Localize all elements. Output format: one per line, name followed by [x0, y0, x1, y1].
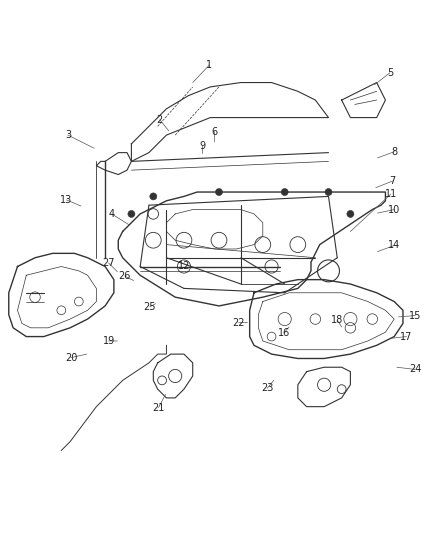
Text: 15: 15: [409, 311, 421, 320]
Text: 19: 19: [102, 336, 115, 346]
Circle shape: [128, 211, 135, 217]
Text: 21: 21: [152, 402, 165, 413]
Text: 27: 27: [102, 258, 115, 268]
Text: 17: 17: [400, 332, 413, 342]
Text: 1: 1: [206, 60, 212, 70]
Text: 26: 26: [119, 271, 131, 281]
Text: 18: 18: [331, 315, 343, 325]
Text: 11: 11: [385, 189, 397, 199]
Text: 2: 2: [157, 115, 163, 125]
Text: 16: 16: [278, 328, 290, 338]
Text: 23: 23: [261, 383, 273, 393]
Circle shape: [150, 193, 157, 200]
Text: 24: 24: [409, 365, 421, 374]
Text: 8: 8: [391, 147, 397, 157]
Text: 25: 25: [144, 302, 156, 312]
Text: 6: 6: [212, 127, 218, 136]
Text: 7: 7: [389, 176, 396, 186]
Circle shape: [325, 189, 332, 196]
Circle shape: [215, 189, 223, 196]
Circle shape: [347, 211, 354, 217]
Text: 5: 5: [387, 68, 393, 78]
Text: 3: 3: [65, 130, 71, 140]
Text: 9: 9: [199, 141, 205, 151]
Text: 22: 22: [233, 318, 245, 328]
Text: 20: 20: [65, 353, 77, 362]
Text: 12: 12: [178, 261, 190, 271]
Circle shape: [281, 189, 288, 196]
Text: 13: 13: [60, 195, 73, 205]
Text: 4: 4: [109, 209, 115, 219]
Text: 14: 14: [388, 240, 400, 251]
Text: 10: 10: [388, 205, 400, 215]
